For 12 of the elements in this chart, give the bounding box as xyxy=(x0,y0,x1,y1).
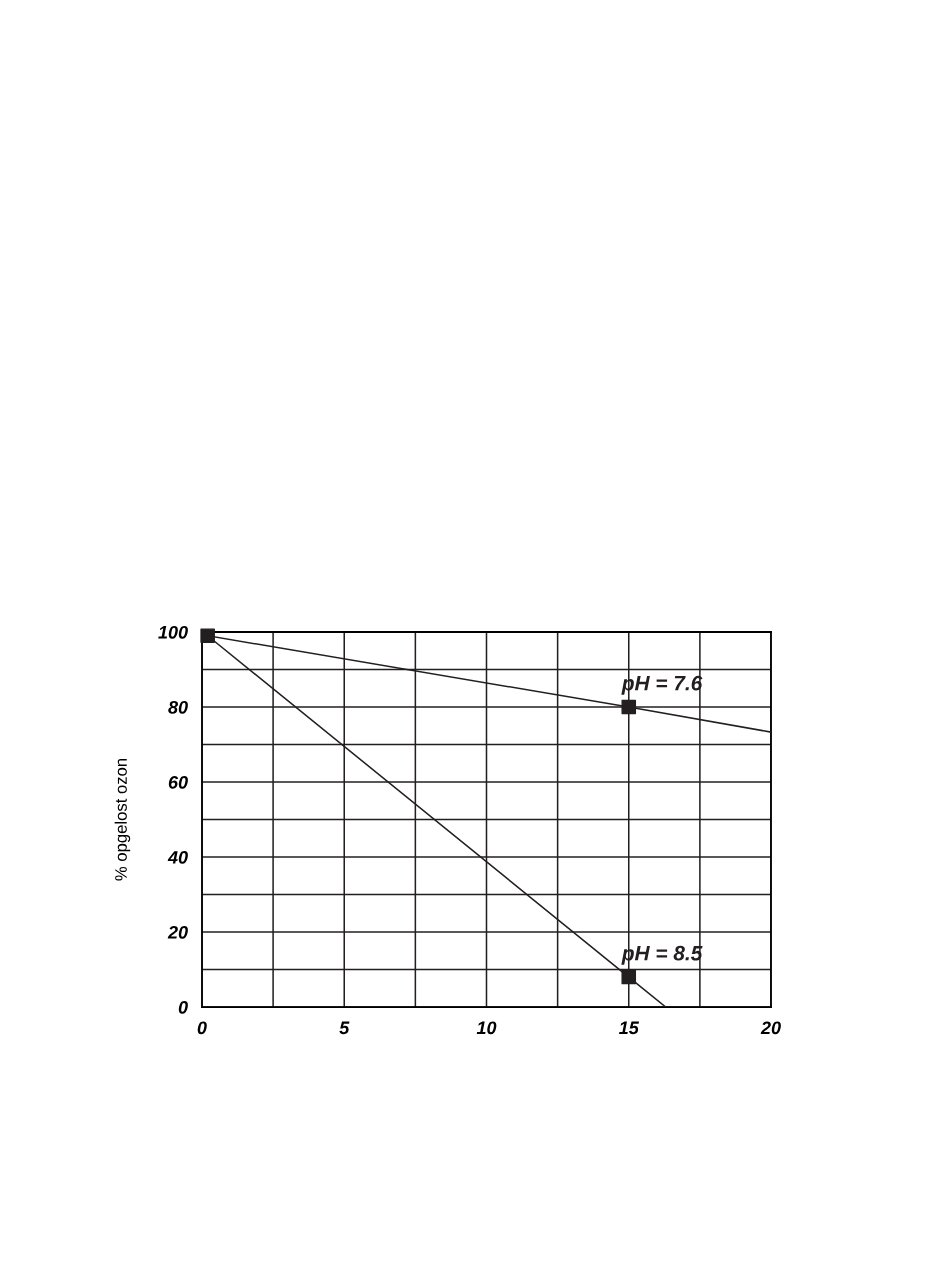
y-tick-label: 80 xyxy=(168,700,188,714)
x-tick-label: 0 xyxy=(197,1021,207,1035)
x-tick-label: 15 xyxy=(619,1021,640,1035)
x-tick-label: 5 xyxy=(339,1021,350,1035)
x-tick-label: 20 xyxy=(760,1021,781,1035)
y-tick-label: 20 xyxy=(167,925,188,939)
x-tick-label: 10 xyxy=(476,1021,497,1035)
y-axis-title: % opgelost ozon xyxy=(114,758,131,881)
y-tick-label: 40 xyxy=(167,850,188,864)
y-tick-label: 60 xyxy=(168,775,188,789)
y-tick-label: 0 xyxy=(178,1000,188,1014)
y-tick-label: 100 xyxy=(158,625,188,639)
